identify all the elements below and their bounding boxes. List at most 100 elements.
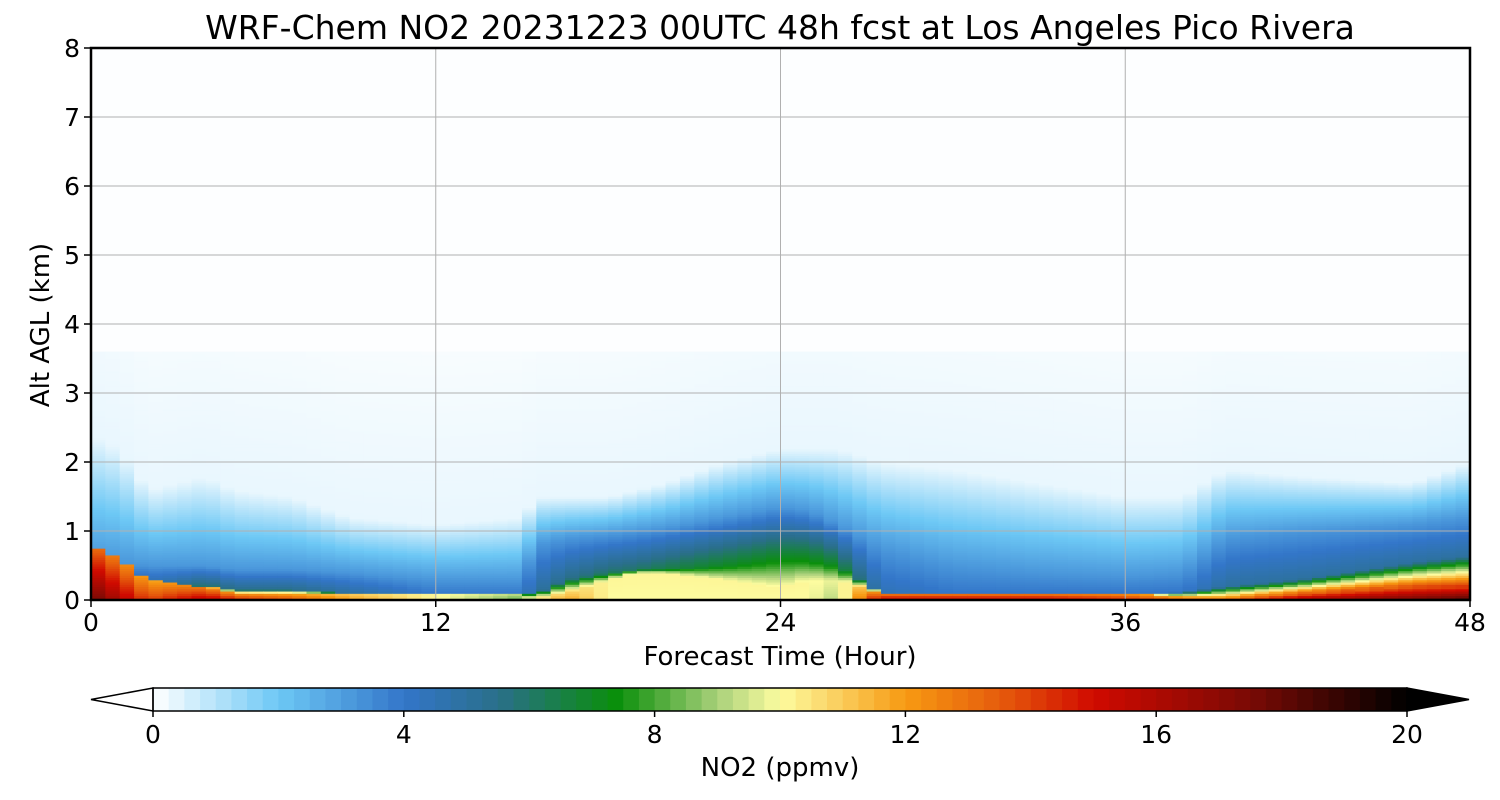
field-cell [249,536,264,540]
field-cell [306,405,322,409]
field-cell [91,505,106,509]
field-cell [478,471,494,475]
field-cell [421,502,437,506]
field-cell [378,518,394,522]
field-cell [478,539,494,542]
field-cell [363,358,379,362]
field-cell [435,353,451,357]
field-cell [421,378,437,382]
field-cell [91,378,106,382]
field-cell [205,570,221,574]
field-cell [205,557,221,560]
field-cell [363,572,379,576]
field-cell [177,403,193,407]
field-cell [407,478,422,481]
field-cell [464,353,480,357]
field-cell [105,561,121,565]
field-cell [205,399,221,402]
field-cell [521,444,537,448]
field-cell [536,441,552,445]
field-cell [478,572,494,576]
field-cell [378,502,394,506]
field-cell [177,568,193,572]
field-cell [349,516,365,520]
field-cell [407,403,422,407]
field-cell [349,414,365,418]
field-cell [421,399,437,402]
field-cell [277,511,293,515]
field-cell [320,478,336,481]
field-cell [507,417,523,420]
field-cell [363,523,379,527]
field-cell [507,448,523,452]
field-cell [105,421,121,425]
field-cell [407,389,422,393]
field-cell [191,457,207,461]
field-cell [205,581,221,585]
field-cell [105,408,121,411]
field-cell [407,387,422,391]
field-cell [507,559,523,563]
field-cell [177,525,193,529]
field-cell [378,365,394,369]
field-cell [521,520,537,524]
field-cell [450,403,466,407]
field-cell [320,584,336,588]
field-cell [478,482,494,486]
field-cell [91,469,106,472]
field-cell [349,367,365,371]
field-cell [521,581,537,585]
field-cell [363,554,379,558]
field-cell [550,561,566,565]
field-cell [306,401,322,405]
field-cell [521,365,537,369]
field-cell [119,376,135,380]
field-cell [536,430,552,434]
field-cell [478,414,494,418]
field-cell [191,534,207,538]
field-cell [464,554,480,558]
field-cell [507,351,523,355]
field-cell [507,358,523,362]
field-cell [464,351,480,355]
field-cell [105,457,121,461]
field-cell [435,437,451,441]
field-cell [191,498,207,502]
field-cell [320,367,336,371]
field-cell [464,480,480,484]
field-cell [392,514,408,518]
field-cell [536,369,552,373]
field-cell [536,509,552,513]
field-cell [162,559,178,563]
field-cell [335,410,351,414]
field-cell [162,532,178,536]
field-cell [205,475,221,479]
field-cell [392,396,408,400]
field-cell [478,428,494,432]
field-cell [205,432,221,436]
field-cell [205,480,221,484]
field-cell [263,478,279,481]
field-cell [550,455,566,459]
field-cell [349,387,365,391]
field-cell [521,421,537,425]
field-cell [191,595,207,599]
field-cell [191,480,207,484]
field-cell [292,439,308,443]
field-cell [421,561,437,565]
field-cell [536,385,552,389]
field-cell [392,466,408,470]
field-cell [119,365,135,369]
field-cell [162,536,178,540]
field-cell [263,498,279,502]
field-cell [134,511,150,515]
field-cell [177,595,193,599]
field-cell [148,367,164,371]
field-cell [148,401,164,405]
field-cell [263,550,279,554]
field-cell [363,581,379,585]
field-cell [306,428,322,432]
field-cell [363,437,379,441]
field-cell [148,566,164,569]
field-cell [320,507,336,511]
